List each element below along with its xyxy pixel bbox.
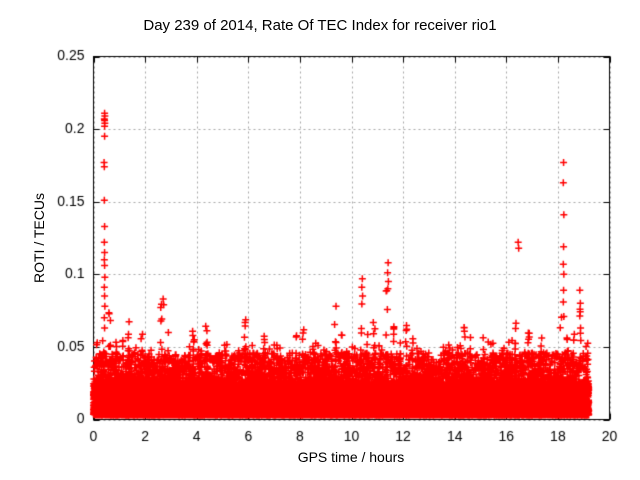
chart-title: Day 239 of 2014, Rate Of TEC Index for r… — [143, 17, 497, 34]
y-axis-label: ROTI / TECUs — [31, 193, 47, 283]
x-axis-label: GPS time / hours — [297, 449, 405, 465]
